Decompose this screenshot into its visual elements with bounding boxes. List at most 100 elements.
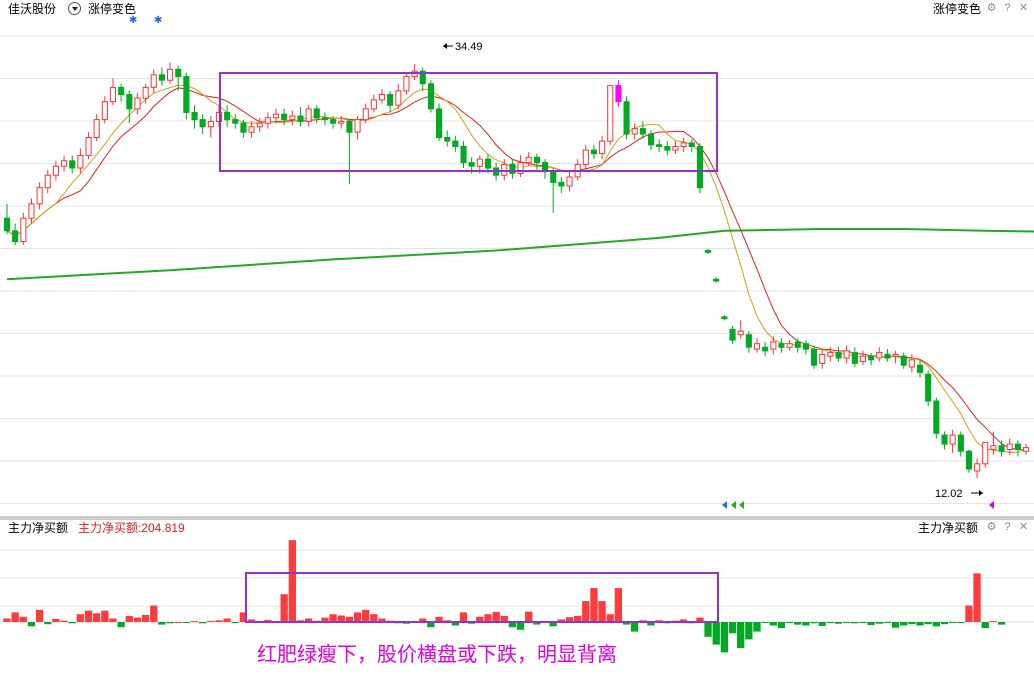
candle-body [1014, 443, 1021, 451]
net-buy-bar [924, 622, 932, 625]
annotation-text: 红肥绿瘦下，股价横盘或下跌，明显背离 [257, 644, 617, 666]
net-buy-bar [133, 617, 142, 622]
candle-body [696, 146, 704, 189]
candle [215, 105, 222, 127]
candle-body [52, 165, 60, 176]
candle-body [183, 76, 190, 113]
net-buy-bar [280, 594, 288, 622]
candle [574, 159, 581, 181]
candle [884, 349, 891, 362]
candle-body [974, 463, 981, 472]
net-buy-bar [117, 622, 125, 628]
net-buy-bar [794, 622, 802, 625]
net-buy-bar [35, 609, 44, 622]
net-buy-bar [435, 616, 443, 622]
candle [28, 198, 35, 224]
net-buy-bar [957, 622, 965, 623]
candle-body [990, 445, 997, 450]
candle [982, 441, 989, 468]
low-price-label: 12.02 [935, 488, 963, 500]
candle [338, 116, 345, 129]
indicator-name-right: 主力净买额 [918, 521, 979, 535]
candle [876, 347, 883, 362]
candle-body [525, 156, 532, 164]
candle-body [949, 434, 956, 445]
candle [44, 169, 51, 194]
candle-body [778, 343, 785, 348]
net-buy-bar [981, 622, 989, 629]
help-icon[interactable]: ? [1004, 521, 1011, 533]
candle [232, 114, 239, 129]
net-buy-bar [631, 622, 639, 632]
net-buy-bar [598, 601, 606, 622]
high-price-label: 34.49 [455, 41, 483, 53]
net-buy-bar [582, 601, 590, 622]
candle-body [264, 117, 271, 124]
net-buy-bar [27, 622, 36, 627]
price-labels: 34.49 12.02 [443, 41, 994, 509]
candle [4, 203, 11, 235]
net-buy-bar [378, 618, 386, 622]
candle [12, 223, 19, 246]
candle-body [167, 68, 174, 81]
candle [794, 338, 801, 353]
close-icon[interactable]: ✕ [1018, 521, 1029, 533]
candle-body [819, 353, 826, 364]
candle-body [672, 146, 679, 151]
candle-body [313, 108, 320, 119]
candle-body [150, 74, 157, 88]
net-buy-bar [737, 622, 745, 649]
candle [688, 139, 695, 152]
net-buy-bar [867, 622, 875, 625]
candle-body [126, 94, 133, 110]
candle [672, 141, 679, 154]
candle [941, 431, 948, 450]
candle-body [20, 217, 27, 242]
candle-body [362, 108, 369, 121]
candle-body [811, 348, 818, 366]
candle [118, 83, 125, 102]
candle-body [338, 120, 345, 124]
net-buy-bar [883, 622, 891, 623]
net-buy-bar [785, 622, 794, 623]
candle-body [900, 355, 907, 366]
candle-body [933, 400, 940, 434]
net-buy-bar [60, 620, 68, 622]
candle [827, 347, 834, 362]
candle-body [656, 144, 663, 147]
close-icon[interactable]: ✕ [1018, 2, 1029, 14]
candle-body [631, 128, 638, 135]
candle-body [354, 119, 361, 133]
candle-body [859, 355, 867, 363]
candle-body [590, 149, 598, 155]
net-buy-bar [141, 615, 150, 622]
candle [859, 350, 867, 366]
help-icon[interactable]: ? [1004, 2, 1011, 14]
candle [427, 80, 434, 113]
candle-body [843, 350, 850, 359]
net-buy-bar [427, 622, 435, 628]
candle-body [436, 108, 443, 139]
candle-body [12, 230, 19, 243]
candle [696, 142, 704, 194]
net-buy-bar [215, 620, 223, 622]
candle-body [770, 341, 777, 350]
candle [52, 160, 60, 181]
signal-marker [722, 501, 727, 509]
dropdown-icon[interactable] [68, 2, 81, 15]
candle [69, 155, 76, 174]
net-buy-bar [353, 612, 362, 622]
candle [248, 121, 255, 138]
candle-body [452, 140, 459, 148]
gear-icon[interactable]: ⚙ [986, 2, 997, 14]
net-buy-bar [166, 622, 174, 624]
candle-body [688, 142, 695, 147]
candle [264, 112, 271, 129]
candle [289, 110, 296, 125]
candle-body [4, 217, 11, 232]
candle [542, 159, 549, 179]
candle-body [876, 352, 883, 359]
gear-icon[interactable]: ⚙ [986, 521, 997, 533]
candle [819, 349, 826, 369]
